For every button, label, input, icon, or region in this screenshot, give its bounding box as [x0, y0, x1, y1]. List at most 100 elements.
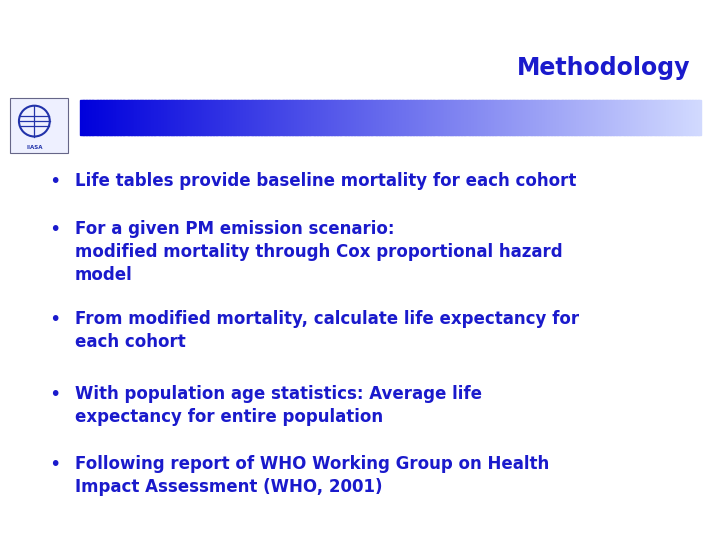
Bar: [218, 100, 220, 135]
Bar: [153, 100, 155, 135]
Bar: [178, 100, 180, 135]
Bar: [257, 100, 258, 135]
Bar: [423, 100, 425, 135]
Bar: [161, 100, 163, 135]
Bar: [284, 100, 287, 135]
Bar: [279, 100, 281, 135]
Bar: [249, 100, 251, 135]
Bar: [544, 100, 546, 135]
Bar: [128, 100, 130, 135]
Bar: [308, 100, 310, 135]
Bar: [258, 100, 261, 135]
Bar: [187, 100, 189, 135]
Bar: [433, 100, 436, 135]
Bar: [303, 100, 305, 135]
Bar: [112, 100, 114, 135]
Bar: [314, 100, 316, 135]
Bar: [275, 100, 277, 135]
Bar: [341, 100, 343, 135]
Bar: [529, 100, 531, 135]
Bar: [210, 100, 212, 135]
Bar: [618, 100, 620, 135]
Bar: [588, 100, 590, 135]
Bar: [540, 100, 542, 135]
Bar: [557, 100, 559, 135]
Text: •: •: [49, 310, 60, 329]
Bar: [677, 100, 679, 135]
Bar: [235, 100, 237, 135]
Bar: [517, 100, 519, 135]
Bar: [376, 100, 378, 135]
Bar: [240, 100, 242, 135]
Bar: [548, 100, 550, 135]
Bar: [560, 100, 562, 135]
Bar: [305, 100, 307, 135]
Bar: [572, 100, 573, 135]
Bar: [81, 100, 84, 135]
Bar: [466, 100, 468, 135]
Bar: [192, 100, 194, 135]
Bar: [343, 100, 346, 135]
Bar: [334, 100, 336, 135]
Bar: [229, 100, 231, 135]
Bar: [562, 100, 564, 135]
Bar: [215, 100, 217, 135]
Bar: [498, 100, 500, 135]
Bar: [567, 100, 569, 135]
Bar: [615, 100, 617, 135]
Bar: [630, 100, 632, 135]
Bar: [526, 100, 528, 135]
Bar: [263, 100, 265, 135]
Bar: [632, 100, 634, 135]
Bar: [580, 100, 582, 135]
Bar: [351, 100, 354, 135]
Bar: [131, 100, 133, 135]
Bar: [389, 100, 390, 135]
Bar: [431, 100, 432, 135]
Text: •: •: [49, 455, 60, 474]
Bar: [427, 100, 429, 135]
Bar: [310, 100, 312, 135]
Bar: [396, 100, 398, 135]
Bar: [354, 100, 356, 135]
Bar: [331, 100, 333, 135]
Bar: [350, 100, 352, 135]
Bar: [145, 100, 147, 135]
Bar: [179, 100, 181, 135]
Bar: [299, 100, 301, 135]
Bar: [390, 100, 392, 135]
Bar: [83, 100, 85, 135]
Bar: [688, 100, 690, 135]
Bar: [649, 100, 651, 135]
Bar: [323, 100, 325, 135]
Bar: [690, 100, 693, 135]
Bar: [286, 100, 288, 135]
Bar: [359, 100, 361, 135]
Bar: [264, 100, 266, 135]
Bar: [582, 100, 584, 135]
Bar: [102, 100, 104, 135]
Bar: [181, 100, 183, 135]
Bar: [697, 100, 699, 135]
Bar: [127, 100, 129, 135]
Bar: [629, 100, 631, 135]
Bar: [366, 100, 369, 135]
Bar: [460, 100, 462, 135]
Bar: [339, 100, 341, 135]
Bar: [158, 100, 160, 135]
Bar: [300, 100, 302, 135]
Bar: [213, 100, 215, 135]
Bar: [469, 100, 471, 135]
Bar: [326, 100, 328, 135]
Bar: [190, 100, 192, 135]
Bar: [680, 100, 682, 135]
Bar: [246, 100, 248, 135]
Text: •: •: [49, 385, 60, 404]
Bar: [404, 100, 406, 135]
Bar: [342, 100, 344, 135]
Bar: [455, 100, 457, 135]
Bar: [315, 100, 318, 135]
Bar: [232, 100, 234, 135]
Bar: [696, 100, 698, 135]
Bar: [472, 100, 474, 135]
